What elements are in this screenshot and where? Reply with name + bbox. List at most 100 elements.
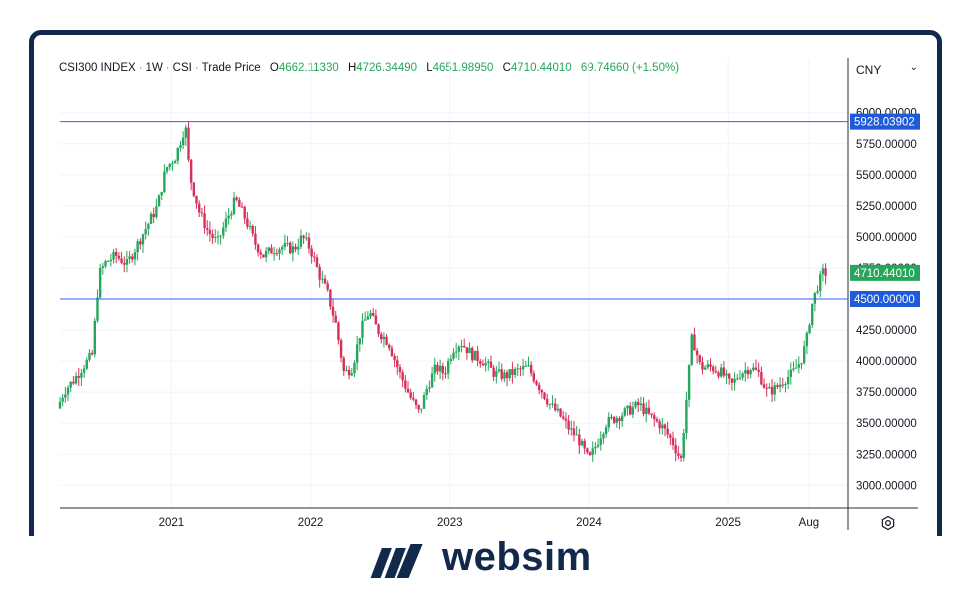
candle-body — [80, 372, 83, 378]
close-label: C — [502, 62, 511, 74]
candle-body — [238, 199, 241, 207]
candle-body — [139, 241, 142, 245]
candle-body — [711, 366, 715, 372]
candle-body — [454, 351, 458, 353]
candle-body — [808, 325, 811, 333]
candle-body — [280, 247, 284, 250]
close-value: 4710.44010 — [510, 62, 572, 74]
candle-body — [784, 384, 787, 386]
candle-body — [594, 446, 597, 449]
change-value: 69.74660 (+1.50%) — [580, 62, 680, 74]
candle-body — [575, 434, 578, 436]
candle-body — [634, 401, 637, 408]
candle-body — [693, 334, 696, 351]
candle-body — [398, 367, 402, 373]
candle-body — [90, 352, 94, 355]
candle-body — [460, 345, 463, 347]
candle-body — [355, 344, 359, 363]
candle-body — [313, 256, 316, 258]
candle-body — [650, 413, 653, 416]
candle-body — [778, 384, 782, 387]
candle-body — [754, 367, 758, 370]
candle-body — [586, 448, 589, 453]
candle-body — [615, 418, 618, 423]
candle-body — [422, 394, 426, 409]
candle-body — [607, 417, 610, 428]
candle-body — [588, 452, 592, 455]
candle-body — [93, 320, 96, 355]
candle-body — [824, 268, 827, 276]
y-tick-label: 5000.00000 — [856, 232, 917, 244]
candle-body — [74, 376, 78, 384]
candle-body — [240, 206, 244, 208]
candle-body — [206, 228, 209, 230]
candle-body — [315, 257, 319, 267]
candle-body — [195, 195, 198, 204]
candle-body — [160, 191, 163, 196]
candle-body — [128, 256, 131, 259]
interval[interactable]: 1W — [145, 62, 163, 74]
candle-body — [781, 384, 784, 386]
candle-body — [246, 218, 249, 227]
currency-select[interactable]: CNY ⌄ — [848, 56, 918, 84]
candle-body — [513, 368, 517, 376]
candle-body — [267, 247, 270, 252]
candle-body — [471, 347, 474, 361]
candle-body — [342, 357, 345, 371]
open-label: O — [269, 62, 279, 74]
candle-body — [733, 378, 736, 383]
candle-body — [559, 408, 562, 417]
currency-label: CNY — [856, 63, 882, 77]
candle-body — [511, 369, 514, 376]
candle-body — [136, 241, 139, 253]
candle-body — [125, 258, 129, 265]
candle-body — [329, 289, 332, 307]
candle-body — [361, 320, 364, 339]
candle-body — [744, 370, 747, 374]
y-tick-label: 5750.00000 — [856, 139, 917, 151]
candle-body — [687, 364, 691, 400]
candle-body — [551, 403, 554, 405]
candle-body — [800, 362, 803, 365]
candle-body — [805, 332, 809, 347]
candle-body — [770, 386, 774, 395]
candle-body — [133, 252, 137, 260]
candle-body — [698, 355, 701, 363]
low-label: L — [426, 62, 433, 74]
candle-body — [321, 278, 324, 280]
candle-body — [388, 344, 391, 349]
candle-body — [168, 163, 171, 168]
chevron-down-icon[interactable]: ⌄ — [909, 62, 918, 73]
horizontal-line-label-bg — [850, 291, 920, 307]
candle-body — [655, 419, 659, 422]
candle-body — [109, 259, 113, 261]
candle-body — [412, 397, 415, 400]
candle-body — [628, 405, 632, 415]
candle-body — [152, 213, 155, 218]
x-tick-label: 2021 — [159, 517, 185, 529]
candle-body — [123, 262, 126, 265]
candle-body — [380, 334, 383, 340]
candle-body — [682, 433, 685, 458]
candle-body — [425, 388, 428, 395]
candle-body — [703, 367, 707, 370]
candle-body — [789, 369, 792, 377]
candle-body — [637, 401, 640, 405]
candle-body — [347, 369, 351, 376]
candle-body — [821, 268, 825, 275]
symbol-name[interactable]: CSI300 INDEX — [59, 62, 136, 74]
gear-icon[interactable] — [880, 515, 896, 531]
candle-body — [157, 195, 161, 207]
candle-body — [516, 368, 519, 370]
candle-body — [786, 376, 790, 384]
candle-body — [382, 336, 386, 340]
last-price-label: 4710.44010 — [854, 268, 915, 280]
candle-body — [768, 386, 771, 389]
candle-body — [556, 408, 560, 411]
candle-body — [661, 424, 664, 429]
y-tick-label: 5250.00000 — [856, 201, 917, 213]
candle-body — [406, 388, 410, 393]
candle-body — [674, 445, 677, 454]
candle-body — [554, 403, 557, 411]
